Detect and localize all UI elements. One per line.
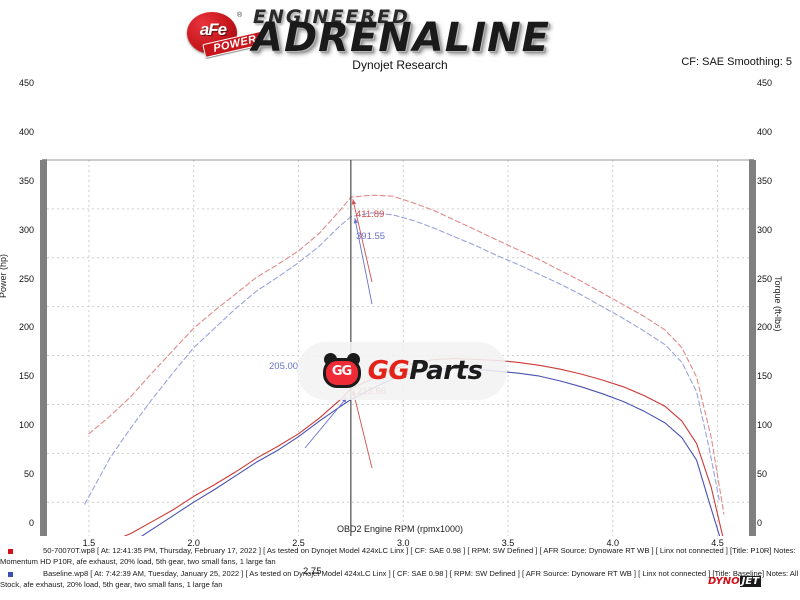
ggparts-gg: GG <box>367 356 410 386</box>
callout-power-blue: 205.00 <box>269 361 299 372</box>
y-tick-label-left: 50 <box>23 469 34 480</box>
dynojet-logo-dyno: DYNO <box>708 576 740 587</box>
chart-legend-footer: 50-70070T.wp8 [ At: 12:41:35 PM, Thursda… <box>0 546 800 600</box>
plot-frame <box>40 159 756 536</box>
ggparts-watermark: GG GGParts <box>297 342 507 400</box>
callout-torque-red: 411.89 <box>356 209 385 220</box>
y-tick-label-left: 0 <box>28 518 34 528</box>
y-tick-label-left: 200 <box>18 322 34 333</box>
legend-entry: Baseline.wp8 [ At: 7:42:39 AM, Tuesday, … <box>0 569 800 590</box>
y-tick-label-left: 100 <box>18 420 34 431</box>
x-tick-label: 4.5 <box>711 538 724 548</box>
legend-color-swatch <box>8 571 13 577</box>
y-tick-label-right: 400 <box>757 126 773 137</box>
legend-entry-details: 50-70070T.wp8 [ At: 12:41:35 PM, Thursda… <box>43 546 796 555</box>
cf-smoothing-note: CF: SAE Smoothing: 5 <box>681 56 792 68</box>
legend-entry: 50-70070T.wp8 [ At: 12:41:35 PM, Thursda… <box>0 546 800 567</box>
registered-mark-icon: ® <box>237 12 243 19</box>
y-tick-label-left: 350 <box>18 175 34 186</box>
y-tick-label-right: 50 <box>757 469 768 480</box>
x-tick-label: 1.5 <box>82 538 96 548</box>
x-tick-label: 2.0 <box>187 538 200 548</box>
y-tick-label-right: 250 <box>757 273 773 284</box>
legend-entry-notes: Momentum HD P10R, afe exhaust, 20% load,… <box>0 556 276 566</box>
y-tick-label-right: 200 <box>757 322 773 333</box>
x-tick-label: 4.0 <box>606 538 620 548</box>
y-tick-label-left: 250 <box>18 273 34 284</box>
dynojet-logo: DYNO JET <box>708 576 762 587</box>
cursor-rpm-label: 2.75 <box>303 566 322 577</box>
bear-face-icon <box>322 358 361 388</box>
y-tick-label-right: 100 <box>757 420 773 431</box>
ggparts-parts: Parts <box>409 356 483 386</box>
series-line <box>84 212 721 505</box>
y-tick-label-left: 450 <box>18 78 34 88</box>
callout-torque-blue: 391.55 <box>356 231 386 242</box>
y-tick-label-left: 150 <box>18 371 34 382</box>
plot-canvas <box>40 159 756 536</box>
dynojet-logo-jet: JET <box>739 576 762 587</box>
legend-entry-details: Baseline.wp8 [ At: 7:42:39 AM, Tuesday, … <box>43 569 799 578</box>
y-tick-label-right: 0 <box>757 518 763 528</box>
x-tick-label: 3.0 <box>396 538 410 548</box>
headline-engineered: ENGINEERED <box>253 6 410 28</box>
y-tick-label-left: 400 <box>18 126 34 137</box>
x-axis-label: OBD2 Engine RPM (rpmx1000) <box>336 524 464 534</box>
legend-entry-notes: Stock, afe exhaust, 20% load, 5th gear, … <box>0 579 223 589</box>
afe-power-logo: aFe POWER ® <box>187 10 268 59</box>
y-tick-label-left: 300 <box>18 224 34 235</box>
y-tick-label-right: 450 <box>757 78 773 88</box>
bear-gg-text: GG <box>331 364 352 379</box>
x-tick-label: 3.5 <box>501 538 515 548</box>
y-tick-label-right: 300 <box>757 224 773 235</box>
page-header: aFe POWER ® ENGINEERED ADRENALINE Dynoje… <box>0 0 800 72</box>
gg-bear-icon: GG <box>322 353 362 389</box>
afe-logo-text: aFe <box>199 20 227 39</box>
y-tick-label-right: 350 <box>757 175 773 186</box>
headline-adrenaline: ADRENALINE <box>252 15 550 61</box>
legend-color-swatch <box>8 548 13 554</box>
ggparts-wordmark: GGParts <box>368 356 483 386</box>
dyno-chart: Power (hp) Torque (ft-lbs) OBD2 Engine R… <box>0 76 800 587</box>
chart-subtitle: Dynojet Research <box>352 58 448 72</box>
x-tick-label: 2.5 <box>292 538 305 548</box>
series-line <box>88 194 725 515</box>
y-tick-label-right: 150 <box>757 371 773 382</box>
